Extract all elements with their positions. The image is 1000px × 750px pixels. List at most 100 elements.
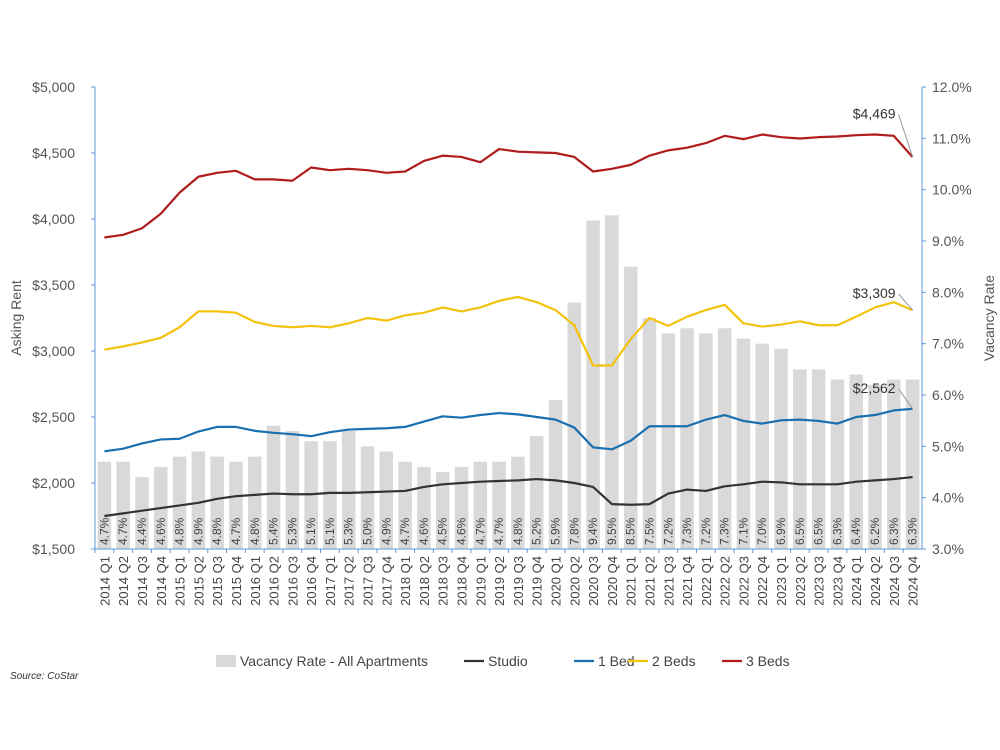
x-axis-tick-label: 2021 Q2: [642, 556, 657, 606]
x-axis-tick-label: 2022 Q2: [718, 556, 733, 606]
right-axis-tick-label: 9.0%: [932, 233, 964, 249]
vacancy-bars: [97, 215, 920, 550]
vacancy-bar: [116, 461, 130, 549]
x-axis-tick-label: 2014 Q3: [135, 556, 150, 606]
vacancy-bar: [811, 369, 826, 549]
x-axis-tick-label: 2019 Q1: [473, 556, 488, 606]
vacancy-bar: [680, 328, 694, 549]
right-axis-tick-label: 6.0%: [932, 387, 964, 403]
right-axis-title: Vacancy Rate: [981, 275, 997, 361]
vacancy-bar-label: 4.5%: [436, 517, 450, 545]
left-axis-tick-label: $3,500: [32, 277, 75, 293]
x-axis-tick-label: 2018 Q1: [398, 556, 413, 606]
legend-label: 1 Bed: [598, 653, 635, 669]
x-axis-tick-label: 2017 Q1: [323, 556, 338, 606]
vacancy-bar: [586, 220, 600, 549]
x-axis-tick-label: 2022 Q3: [736, 556, 751, 606]
vacancy-bar: [548, 400, 563, 549]
x-axis-tick-label: 2024 Q1: [849, 556, 864, 606]
x-axis-tick-label: 2019 Q2: [492, 556, 507, 606]
vacancy-bar-label: 4.8%: [511, 517, 525, 545]
vacancy-bar: [323, 441, 337, 549]
x-axis-tick-label: 2020 Q4: [605, 556, 620, 606]
left-axis-tick-label: $2,000: [32, 475, 75, 491]
vacancy-bar: [755, 343, 770, 549]
vacancy-bar-label: 6.5%: [793, 517, 807, 545]
vacancy-bar-label: 4.7%: [97, 517, 111, 545]
source-note: Source: CoStar: [10, 671, 79, 682]
vacancy-bar-label: 7.2%: [699, 517, 713, 545]
vacancy-bar-label: 4.8%: [173, 517, 187, 545]
x-axis-tick-label: 2024 Q4: [906, 556, 921, 606]
right-axis-tick-label: 4.0%: [932, 490, 964, 506]
right-axis-ticks: 3.0% 4.0% 5.0% 6.0% 7.0% 8.0% 9.0% 10.0% 11.0% 12…: [922, 79, 972, 557]
right-axis-tick-label: 5.0%: [932, 438, 964, 454]
vacancy-bar-label: 9.5%: [605, 517, 619, 545]
vacancy-bar-label: 9.4%: [586, 517, 600, 545]
callout-leader-line: [898, 114, 914, 158]
x-axis-tick-label: 2014 Q4: [154, 556, 169, 606]
x-axis-tick-label: 2015 Q1: [173, 556, 188, 606]
legend-label: Vacancy Rate - All Apartments: [240, 653, 428, 669]
vacancy-bar-label: 5.3%: [285, 517, 299, 545]
vacancy-bar-label: 6.3%: [830, 517, 844, 545]
vacancy-bar-label: 6.3%: [906, 517, 920, 545]
left-axis-tick-label: $1,500: [32, 541, 75, 557]
x-axis-tick-label: 2015 Q4: [229, 556, 244, 606]
vacancy-bar-label: 7.0%: [755, 517, 769, 545]
vacancy-bar-label: 5.0%: [361, 517, 375, 545]
x-axis-tick-label: 2017 Q3: [361, 556, 376, 606]
x-axis-tick-label: 2024 Q2: [868, 556, 883, 606]
x-axis-tick-label: 2023 Q2: [793, 556, 808, 606]
vacancy-bar-label: 4.9%: [191, 517, 205, 545]
x-axis-tick-label: 2018 Q4: [455, 556, 470, 606]
x-axis-tick-label: 2017 Q2: [342, 556, 357, 606]
vacancy-bar-label: 4.7%: [473, 517, 487, 545]
vacancy-bar: [887, 379, 901, 549]
vacancy-bar-label: 4.4%: [135, 517, 149, 545]
vacancy-bar-label: 5.4%: [267, 517, 281, 545]
vacancy-bar: [567, 302, 582, 549]
vacancy-bar-label: 5.1%: [323, 517, 337, 545]
x-axis-tick-label: 2020 Q2: [567, 556, 582, 606]
vacancy-bar: [229, 461, 243, 549]
vacancy-bar: [341, 430, 356, 549]
vacancy-bar: [398, 461, 412, 549]
vacancy-bar-label: 5.3%: [342, 517, 356, 545]
vacancy-bar-label: 7.5%: [642, 517, 656, 545]
x-axis-tick-label: 2022 Q1: [699, 556, 714, 606]
callout-leader-line: [898, 293, 913, 311]
x-axis-tick-label: 2023 Q1: [774, 556, 789, 606]
x-axis-tick-label: 2018 Q3: [436, 556, 451, 606]
vacancy-bar-label: 6.5%: [812, 517, 826, 545]
vacancy-bar-label: 5.1%: [304, 517, 318, 545]
vacancy-bar: [172, 456, 187, 549]
vacancy-bar: [473, 461, 488, 549]
vacancy-bar-label: 6.9%: [774, 517, 788, 545]
vacancy-bar-label: 4.9%: [379, 517, 393, 545]
vacancy-bar-label: 4.7%: [116, 517, 130, 545]
x-axis-tick-label: 2019 Q3: [511, 556, 526, 606]
legend-item-vacancy: Vacancy Rate - All Apartments: [216, 653, 428, 669]
x-axis-tick-label: 2014 Q2: [116, 556, 131, 606]
vacancy-bar-label: 7.8%: [567, 517, 581, 545]
left-axis-tick-label: $4,000: [32, 211, 75, 227]
vacancy-bar: [135, 477, 149, 549]
vacancy-bar: [905, 379, 920, 549]
vacancy-bar: [360, 446, 375, 549]
x-axis-tick-label: 2020 Q1: [548, 556, 563, 606]
callout-label: $4,469: [853, 105, 896, 121]
left-axis-ticks: $1,500 $2,000 $2,500 $3,000 $3,500 $4,000 $4,5…: [32, 79, 95, 557]
vacancy-bar-label: 4.7%: [398, 517, 412, 545]
right-axis-tick-label: 8.0%: [932, 284, 964, 300]
vacancy-bar-label: 8.5%: [624, 517, 638, 545]
vacancy-bar: [868, 384, 882, 549]
vacancy-bar-label: 4.6%: [417, 517, 431, 545]
legend-label: Studio: [488, 653, 528, 669]
right-axis-tick-label: 10.0%: [932, 182, 972, 198]
right-axis-tick-label: 3.0%: [932, 541, 964, 557]
x-axis-tick-label: 2020 Q3: [586, 556, 601, 606]
vacancy-bar: [191, 451, 206, 549]
vacancy-bar-label: 7.1%: [736, 517, 750, 545]
vacancy-bar-label: 7.3%: [718, 517, 732, 545]
